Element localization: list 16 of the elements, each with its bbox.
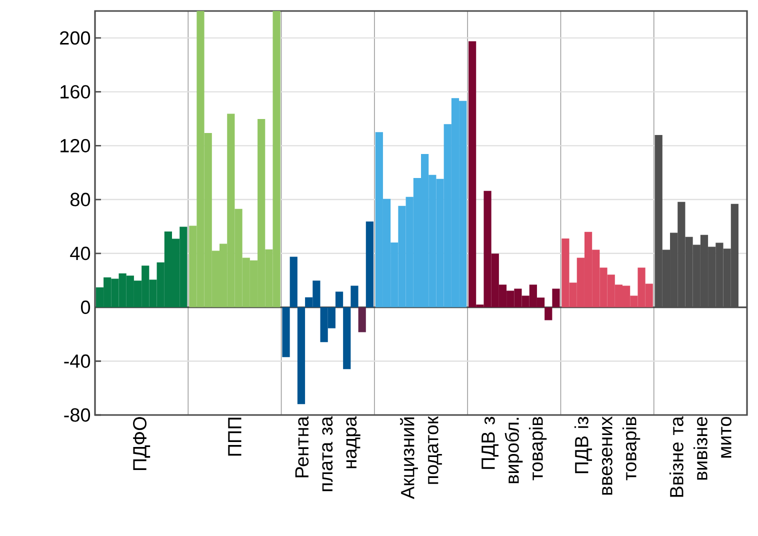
y-tick-label: 80 xyxy=(70,192,90,206)
x-tick-label: ПДВ з виробл. товарів xyxy=(482,416,547,484)
x-tick-label: Рентна плата за надра xyxy=(295,416,360,492)
y-tick-label: 0 xyxy=(80,300,90,314)
y-tick-label: 40 xyxy=(70,246,90,260)
y-tick-label: -80 xyxy=(64,408,90,422)
x-tick-label: ППП xyxy=(228,418,242,456)
y-tick-label: -40 xyxy=(64,354,90,368)
x-tick-label: ПДВ із ввезених товарів xyxy=(574,416,640,495)
x-tick-label: Ввізне та вивізне мито xyxy=(669,416,732,497)
y-tick-label: 200 xyxy=(60,31,90,45)
y-tick-label: 120 xyxy=(60,138,90,152)
x-tick-label: Акцизний податок xyxy=(400,416,442,500)
x-tick-label: ПДФО xyxy=(133,417,150,470)
bar xyxy=(358,307,366,332)
y-tick-label: 160 xyxy=(60,85,90,99)
